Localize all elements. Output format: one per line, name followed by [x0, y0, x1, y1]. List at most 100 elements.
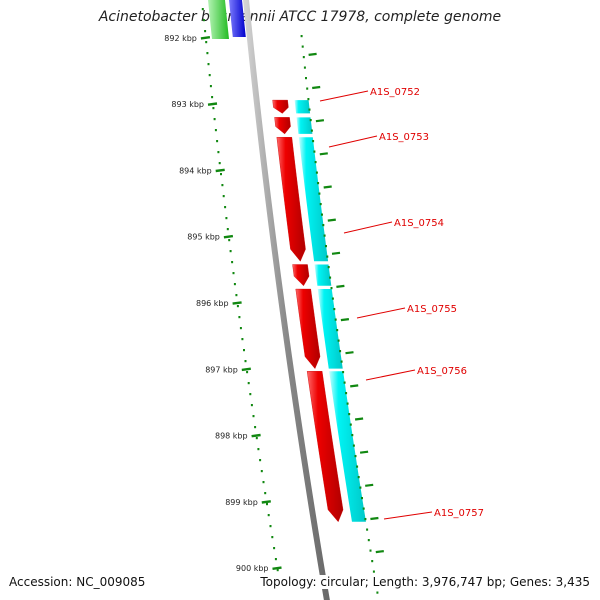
- scale-dot: [231, 261, 234, 264]
- scale-dot: [271, 536, 274, 539]
- scale-major-tick: [200, 36, 211, 40]
- accession-text: Accession: NC_009085: [9, 575, 146, 589]
- gene-separator-A1S_0755: [310, 264, 318, 286]
- gene-separator-A1S_0756: [313, 289, 329, 369]
- right-track-dot: [325, 245, 327, 248]
- right-track-dot: [364, 518, 367, 521]
- genome-stats-text: Topology: circular; Length: 3,976,747 bp…: [260, 575, 590, 589]
- label-leader-line: [356, 307, 406, 319]
- label-leader-line: [343, 221, 393, 234]
- right-track-major-tick: [315, 119, 325, 123]
- scale-dot: [250, 404, 253, 407]
- scale-dot: [267, 514, 270, 517]
- right-track-dot: [321, 213, 323, 216]
- right-track-major-tick: [312, 85, 321, 90]
- gene-labels: A1S_0752 A1S_0753 A1S_0754 A1S_0755 A1S_0756…: [319, 87, 484, 520]
- scale-dot: [201, 8, 204, 11]
- scale-dot: [221, 184, 224, 187]
- scale-dot: [257, 448, 260, 451]
- scale-dot: [260, 470, 263, 473]
- right-track-dot: [376, 591, 379, 594]
- right-track-dot: [352, 444, 355, 447]
- scale-label: 893 kbp: [171, 100, 204, 109]
- right-track-dot: [348, 413, 351, 416]
- right-track-major-tick: [350, 384, 359, 388]
- scale-dot: [205, 41, 208, 44]
- right-track-dot: [367, 539, 370, 542]
- scale-dot: [233, 283, 236, 286]
- right-track-dot: [343, 381, 346, 384]
- right-tick-track: [300, 35, 390, 594]
- gene-arrow-A1S_0756: [295, 288, 321, 370]
- right-track-dot: [356, 465, 359, 468]
- scale-major-tick: [232, 301, 242, 305]
- gene-arrow-A1S_0757: [306, 371, 344, 523]
- scale-dot: [204, 30, 207, 33]
- scale-dot: [239, 327, 242, 330]
- right-track-dot: [301, 45, 304, 48]
- scale-major-tick: [207, 102, 218, 106]
- scale-dot: [262, 481, 265, 484]
- scale-dot: [225, 217, 228, 220]
- kbp-scale: 892 kbp 893 kbp 894 kbp 895 kbp 896 kbp 897 k…: [164, 8, 282, 583]
- right-track-dot: [362, 507, 365, 510]
- cds-band-A1S_0752: [294, 100, 311, 114]
- scale-dot: [238, 316, 241, 319]
- scale-label: 894 kbp: [179, 166, 212, 175]
- scale-dot: [214, 129, 217, 132]
- scale-dot: [246, 371, 249, 374]
- scale-dot: [206, 52, 209, 55]
- right-track-dot: [310, 129, 313, 132]
- right-track-dot: [346, 402, 349, 405]
- scale-dot: [236, 305, 239, 308]
- green-feature-band: [208, 0, 229, 39]
- right-track-dot: [354, 455, 357, 458]
- right-track-major-tick: [354, 417, 364, 421]
- feature-bands: [208, 0, 366, 600]
- right-track-dot: [351, 434, 354, 437]
- cds-band-A1S_0756: [317, 289, 343, 369]
- scale-dot: [228, 239, 231, 242]
- scale-dot: [232, 272, 235, 275]
- scale-dot: [216, 140, 219, 143]
- scale-dot: [249, 393, 252, 396]
- right-track-dot: [339, 350, 342, 353]
- label-leader-line: [319, 90, 369, 102]
- right-track-dot: [303, 66, 306, 69]
- right-track-dot: [323, 234, 326, 237]
- scale-dot: [213, 118, 216, 121]
- scale-dot: [209, 85, 212, 88]
- scale-dot: [252, 415, 255, 418]
- right-track-dot: [315, 171, 318, 174]
- scale-dot: [217, 151, 220, 154]
- cds-band-A1S_0757: [329, 371, 366, 522]
- right-track-dot: [309, 119, 312, 122]
- scale-dot: [244, 360, 247, 363]
- genome-backbone: [243, 0, 330, 600]
- gene-arrow-A1S_0754: [276, 137, 306, 262]
- scale-dot: [266, 503, 268, 506]
- right-track-major-tick: [308, 52, 317, 56]
- right-track-dot: [300, 35, 303, 38]
- gene-label-A1S_0754: A1S_0754: [394, 218, 444, 229]
- right-track-major-tick: [375, 550, 384, 554]
- scale-dot: [254, 426, 257, 429]
- right-track-dot: [319, 203, 322, 206]
- right-track-major-tick: [340, 318, 350, 322]
- right-track-dot: [361, 497, 363, 500]
- right-track-major-tick: [359, 450, 369, 454]
- scale-dot: [226, 228, 229, 231]
- scale-major-tick: [223, 234, 234, 239]
- scale-dot: [212, 107, 215, 110]
- right-track-dot: [318, 192, 321, 195]
- right-track-dot: [331, 297, 334, 300]
- gene-arrow-A1S_0753: [274, 117, 291, 135]
- right-track-dot: [334, 318, 337, 321]
- gene-separator-A1S_0754: [294, 137, 315, 262]
- scale-major-tick: [215, 168, 225, 173]
- right-track-dot: [359, 486, 362, 489]
- right-track-dot: [349, 423, 352, 426]
- scale-label: 897 kbp: [205, 365, 238, 374]
